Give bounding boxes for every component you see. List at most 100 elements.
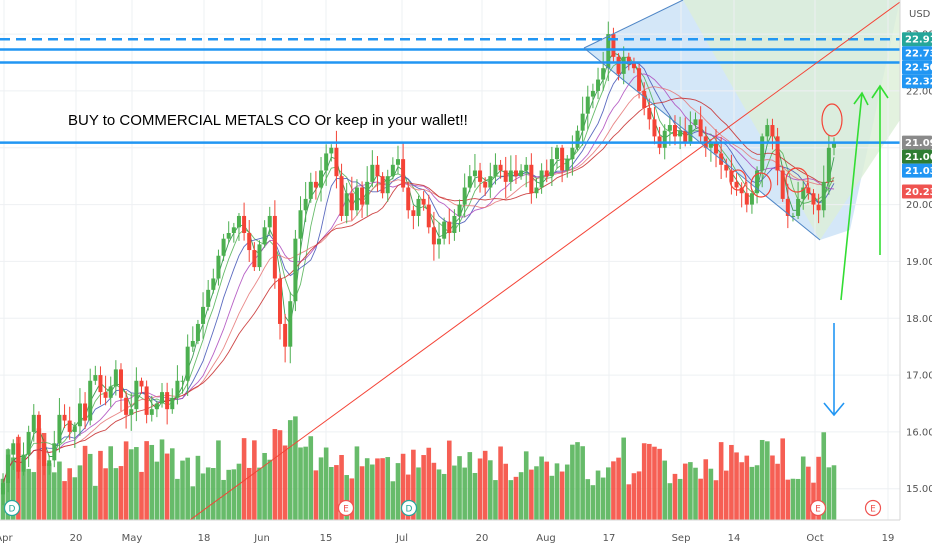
candle-body [421, 198, 426, 205]
candle-body [298, 210, 303, 239]
volume-bar [293, 416, 298, 520]
volume-bar [67, 468, 72, 520]
volume-bar [82, 445, 88, 520]
volume-bar [698, 478, 703, 520]
candle-body [390, 164, 395, 177]
candle-body [201, 306, 206, 324]
earnings-marker-icon[interactable] [864, 499, 882, 517]
volume-bar [134, 447, 139, 520]
horizontal-levels[interactable] [0, 37, 900, 144]
green-arrowhead-1 [853, 91, 869, 106]
volume-bar [452, 465, 457, 520]
dividend-marker-icon[interactable] [3, 499, 21, 517]
candle-body [539, 170, 544, 188]
volume-bar [482, 450, 488, 520]
candle-body [144, 386, 149, 415]
candle-body [821, 181, 826, 211]
candle-body [139, 380, 144, 387]
volume-bar [385, 457, 391, 520]
x-tick-label: May [122, 533, 143, 544]
candle-body [498, 164, 503, 171]
candle-body [801, 187, 806, 199]
candle-body [524, 164, 529, 171]
y-tick-label: 22.00 [906, 86, 932, 97]
marker-letter: D [9, 505, 16, 515]
volume-bar [513, 476, 519, 520]
volume-bar [431, 462, 437, 520]
volume-bar [549, 475, 555, 520]
candle-body [231, 227, 236, 234]
y-tick-label: 15.00 [906, 484, 932, 495]
volume-bar [508, 480, 514, 520]
volume-bar [616, 457, 621, 520]
price-tag [902, 149, 932, 164]
candle-body [21, 454, 26, 472]
candle-body [662, 130, 667, 148]
candle-body [457, 204, 462, 216]
candle-body [519, 170, 524, 177]
volume-bar [580, 446, 585, 520]
earnings-marker-icon[interactable] [809, 499, 827, 517]
volume-bar [529, 469, 534, 520]
candle-body [72, 426, 77, 432]
volume-bar [128, 449, 134, 520]
volume-bar [544, 461, 550, 520]
candle-body [714, 142, 719, 154]
volume-bar [77, 465, 83, 520]
volume-bar [113, 468, 119, 520]
candle-body [319, 170, 324, 188]
pitchfork-upper-line[interactable] [583, 0, 684, 49]
volume-bar [677, 478, 683, 520]
volume-bar [441, 473, 447, 520]
volume-bar [185, 457, 190, 520]
trendline[interactable] [189, 1, 901, 521]
volume-bar [154, 461, 160, 520]
volume-bar [318, 457, 324, 520]
candle-body [478, 170, 483, 182]
candle-body [437, 238, 442, 245]
volume-bar [159, 439, 165, 520]
volume-bar [534, 466, 539, 520]
earnings-marker-icon[interactable] [337, 499, 355, 517]
volume-bar [257, 467, 262, 520]
candle-body [472, 170, 477, 177]
volume-bar [421, 455, 426, 520]
volume-bar [164, 453, 170, 520]
candle-body [257, 244, 262, 268]
pitchfork-median-line[interactable] [583, 47, 821, 241]
candle-body [195, 323, 200, 341]
blue-arrowhead [823, 402, 845, 417]
dividend-marker-icon[interactable] [400, 499, 418, 517]
volume-bar [354, 446, 360, 520]
candle-body [149, 409, 154, 415]
volume-bar [734, 452, 739, 520]
volume-bar [51, 472, 57, 520]
candle-body [678, 130, 683, 137]
volume-bar [488, 460, 493, 520]
volume-bar [718, 442, 724, 520]
candle-body [606, 34, 611, 69]
candle-body [637, 68, 642, 91]
candle-body [134, 380, 139, 410]
volume-bar [308, 436, 314, 520]
candle-body [739, 187, 744, 194]
volume-bar [744, 455, 750, 520]
volume-bar [72, 477, 78, 520]
price-tag-label: 21.03 [905, 166, 932, 177]
volume-bar [729, 444, 734, 520]
volume-bar [790, 478, 796, 520]
candle-body [6, 454, 11, 484]
candle-body [621, 56, 626, 74]
candle-body [113, 369, 118, 387]
volume-bar [390, 481, 396, 520]
volume-bar [641, 443, 647, 520]
target-ellipses [729, 103, 843, 198]
volume-bar [149, 444, 155, 520]
candle-body [462, 187, 467, 205]
volume-bar [693, 467, 698, 520]
volume-bar [323, 447, 329, 520]
candle-body [180, 380, 185, 382]
candle-body [442, 221, 447, 239]
